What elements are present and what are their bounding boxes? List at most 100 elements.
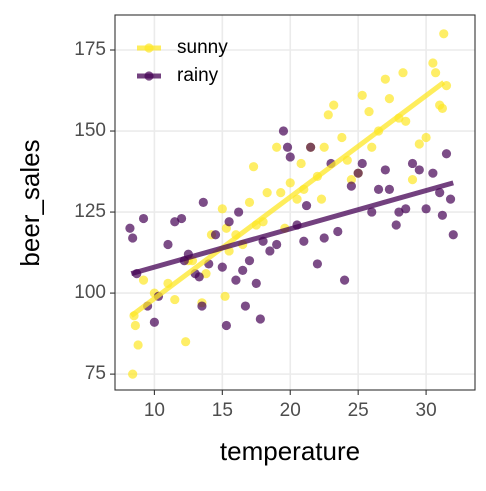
point xyxy=(373,184,384,194)
point xyxy=(170,294,180,305)
point xyxy=(380,165,390,175)
point xyxy=(240,301,251,311)
point xyxy=(217,262,227,272)
y-tick-label: 100 xyxy=(74,282,106,303)
point xyxy=(244,256,255,266)
point xyxy=(329,100,339,110)
x-tick-label: 15 xyxy=(212,400,233,421)
point xyxy=(319,233,329,243)
trend-line xyxy=(129,80,446,318)
point xyxy=(357,90,367,100)
point xyxy=(407,175,418,185)
point xyxy=(384,94,395,104)
point xyxy=(367,142,377,152)
x-tick-label: 10 xyxy=(144,400,165,421)
point xyxy=(437,103,447,113)
point xyxy=(439,29,449,39)
point xyxy=(398,68,408,78)
y-tick-label: 175 xyxy=(74,39,106,60)
point xyxy=(163,239,173,250)
point xyxy=(357,158,367,169)
point xyxy=(407,158,418,169)
point xyxy=(217,204,227,214)
point xyxy=(125,223,135,233)
point xyxy=(234,207,244,217)
point xyxy=(346,175,356,185)
point xyxy=(272,239,282,250)
point xyxy=(238,265,248,276)
point xyxy=(380,74,390,84)
point xyxy=(220,291,230,301)
point xyxy=(296,158,306,169)
panel-border xyxy=(114,14,476,391)
point xyxy=(301,200,312,211)
point xyxy=(149,317,159,327)
point xyxy=(428,58,438,68)
point xyxy=(414,165,424,175)
point xyxy=(319,142,329,152)
y-tick-label: 75 xyxy=(85,363,106,384)
point xyxy=(133,340,143,350)
y-axis-title: beer_sales xyxy=(15,139,45,266)
point xyxy=(346,181,356,191)
point xyxy=(197,301,207,311)
point xyxy=(353,168,363,178)
point xyxy=(421,132,431,143)
x-axis-title: temperature xyxy=(220,436,360,466)
x-tick-label: 30 xyxy=(416,400,437,421)
point xyxy=(428,168,438,178)
point xyxy=(285,178,295,188)
y-tick-label: 150 xyxy=(74,120,106,141)
legend-label: rainy xyxy=(177,65,219,86)
point xyxy=(437,210,447,220)
point xyxy=(316,194,327,204)
point xyxy=(255,314,265,324)
y-tick-label: 125 xyxy=(74,201,106,222)
point xyxy=(251,278,261,288)
point xyxy=(128,233,138,243)
point xyxy=(181,337,191,347)
point xyxy=(323,110,333,120)
point xyxy=(231,275,241,285)
trend-line xyxy=(130,180,454,277)
point xyxy=(128,369,138,379)
point xyxy=(194,272,204,282)
legend-key-point xyxy=(144,71,154,81)
point xyxy=(401,116,411,126)
point xyxy=(265,246,275,256)
point xyxy=(210,230,221,240)
point xyxy=(445,194,456,204)
point xyxy=(306,142,316,152)
point xyxy=(414,139,424,149)
point xyxy=(401,204,411,214)
point xyxy=(130,320,140,331)
legend-label: sunny xyxy=(177,37,228,58)
point xyxy=(176,213,187,224)
point xyxy=(282,142,293,152)
point xyxy=(333,226,343,237)
point xyxy=(384,184,395,194)
point xyxy=(244,197,255,207)
point xyxy=(391,220,401,230)
point xyxy=(224,217,234,227)
point xyxy=(198,197,208,207)
x-tick-label: 20 xyxy=(280,400,301,421)
point xyxy=(337,132,347,143)
point xyxy=(138,275,149,285)
point xyxy=(299,236,309,246)
point xyxy=(138,213,149,224)
point xyxy=(435,188,445,198)
point xyxy=(364,106,374,117)
point xyxy=(221,320,231,331)
point xyxy=(248,162,259,172)
point xyxy=(441,149,452,159)
point xyxy=(272,142,282,152)
legend-key-point xyxy=(144,43,154,53)
point xyxy=(278,126,289,136)
point xyxy=(431,68,441,78)
point xyxy=(312,259,323,269)
x-tick-label: 25 xyxy=(348,400,369,421)
point xyxy=(448,230,458,240)
